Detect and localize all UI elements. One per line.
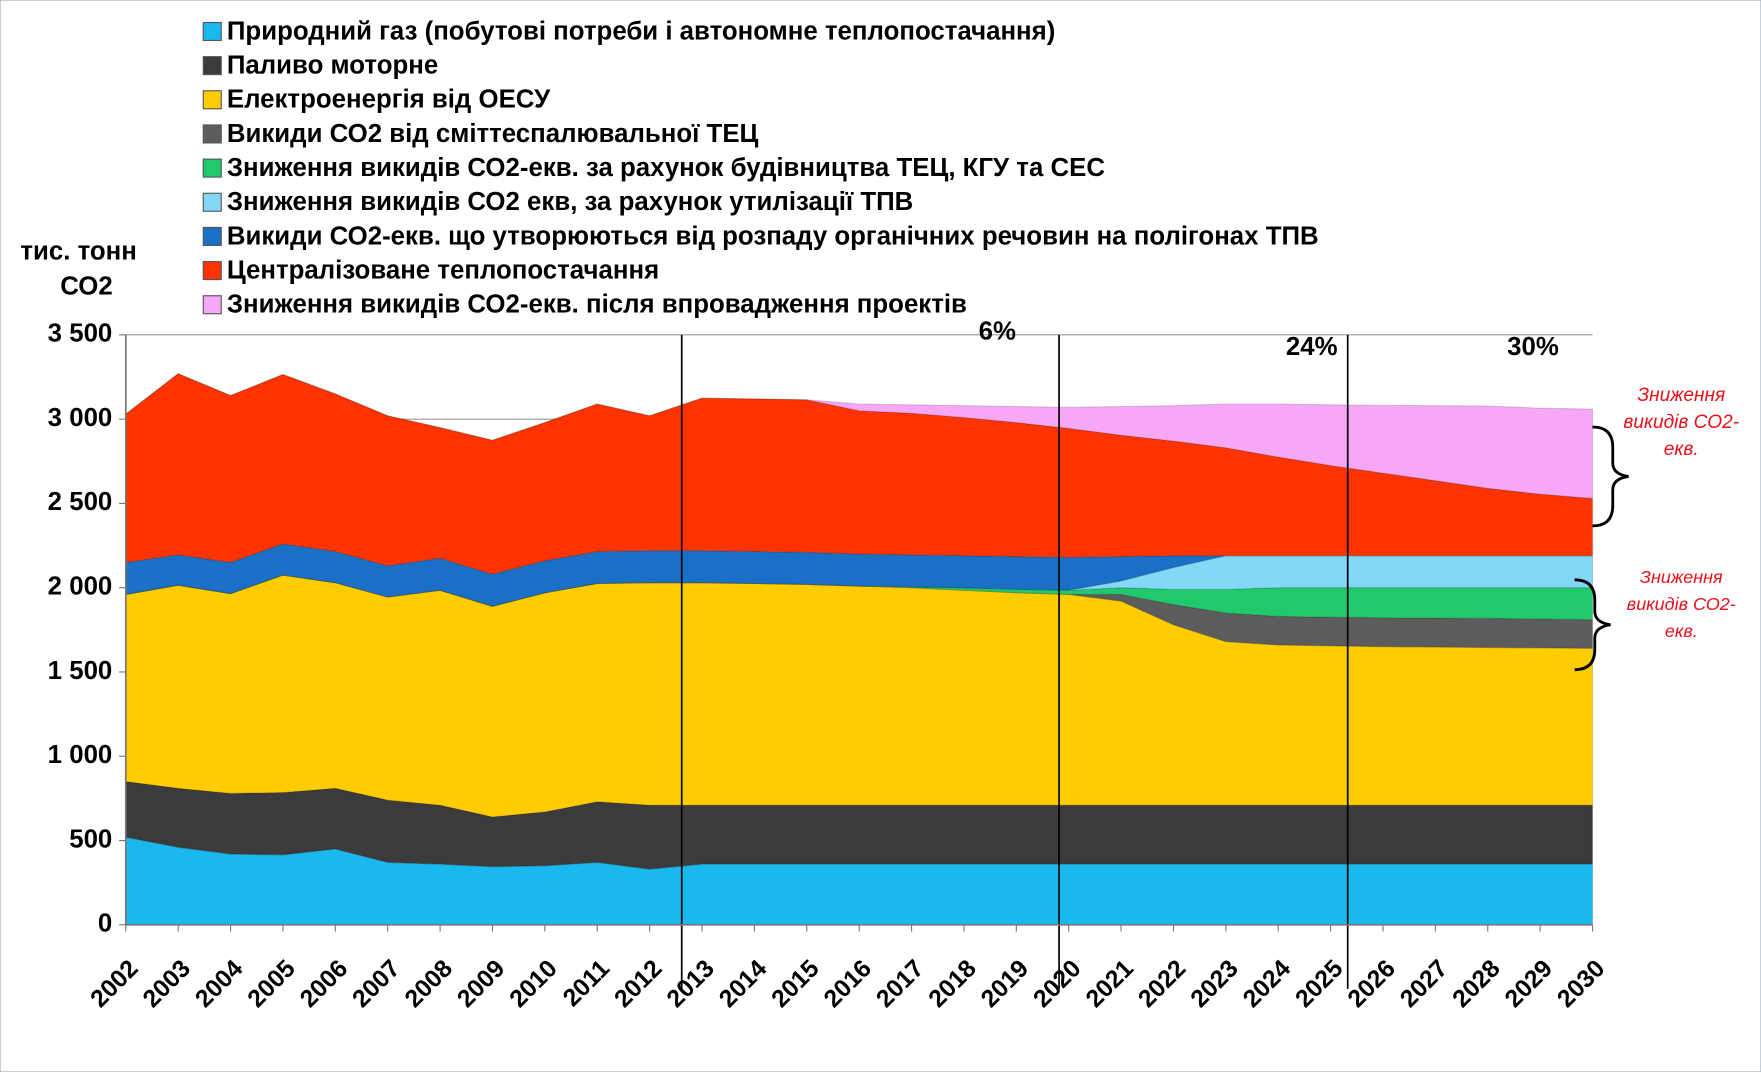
legend-marker bbox=[202, 261, 222, 281]
legend-label: Електроенергія від ОЕСУ bbox=[227, 86, 551, 114]
y-axis-label: тис. тонн bbox=[20, 238, 136, 266]
annotation-box: Зниження викидів СО2-екв. bbox=[1626, 568, 1736, 642]
plot-area bbox=[125, 334, 1594, 926]
y-tick-label: 1 000 bbox=[48, 741, 113, 769]
legend-marker bbox=[202, 90, 222, 110]
annotation: Зниження викидів СО2-екв. bbox=[1623, 384, 1740, 460]
legend-label: Паливо моторне bbox=[227, 52, 438, 80]
legend-label: Зниження викидів СО2-екв. після впровадж… bbox=[227, 291, 967, 319]
y-tick-label: 3 500 bbox=[48, 320, 113, 348]
annotation: Зниження викидів СО2-екв. bbox=[1626, 568, 1736, 642]
y-tick-label: 500 bbox=[69, 825, 112, 853]
y-tick-label: 3 000 bbox=[48, 404, 113, 432]
legend-marker bbox=[202, 124, 222, 144]
legend-marker bbox=[202, 192, 222, 212]
area bbox=[125, 372, 1594, 499]
y-tick-label: 1 500 bbox=[48, 657, 113, 685]
legend-label: Зниження викидів СО2-екв. за рахунок буд… bbox=[227, 154, 1105, 182]
annotation: 6% bbox=[979, 317, 1016, 345]
area bbox=[125, 574, 1594, 649]
y-tick-label: 2 500 bbox=[48, 488, 113, 516]
legend-marker bbox=[202, 56, 222, 76]
legend-label: Централізоване теплопостачання bbox=[227, 257, 659, 285]
y-axis-label: СО2 bbox=[60, 272, 112, 300]
legend-marker bbox=[202, 226, 222, 246]
legend-marker bbox=[202, 158, 222, 178]
legend-label: Викиди СО2-екв. що утворюються від розпа… bbox=[227, 222, 1319, 250]
brace bbox=[1574, 578, 1611, 672]
legend-marker bbox=[202, 21, 222, 42]
legend-label: Природний газ (побутові потреби і автоно… bbox=[227, 17, 1055, 45]
brace bbox=[1592, 425, 1629, 528]
legend-label: Викиди СО2 від сміттеспалювальної ТЕЦ bbox=[227, 120, 759, 148]
y-tick-label: 2 000 bbox=[48, 573, 113, 601]
legend-marker bbox=[202, 295, 222, 315]
area bbox=[125, 372, 1594, 575]
area bbox=[125, 574, 1594, 818]
annotation: 24% bbox=[1286, 333, 1338, 361]
legend-label: Зниження викидів СО2 екв, за рахунок ути… bbox=[227, 188, 913, 216]
annotation-box: Зниження викидів СО2-екв. bbox=[1623, 384, 1740, 460]
area bbox=[125, 574, 1594, 621]
y-tick-label: 0 bbox=[98, 910, 112, 938]
annotation: 30% bbox=[1507, 333, 1559, 361]
area bbox=[125, 555, 1594, 607]
